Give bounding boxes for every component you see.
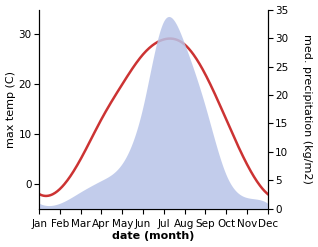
X-axis label: date (month): date (month) — [112, 231, 195, 242]
Y-axis label: max temp (C): max temp (C) — [5, 71, 16, 148]
Y-axis label: med. precipitation (kg/m2): med. precipitation (kg/m2) — [302, 34, 313, 184]
